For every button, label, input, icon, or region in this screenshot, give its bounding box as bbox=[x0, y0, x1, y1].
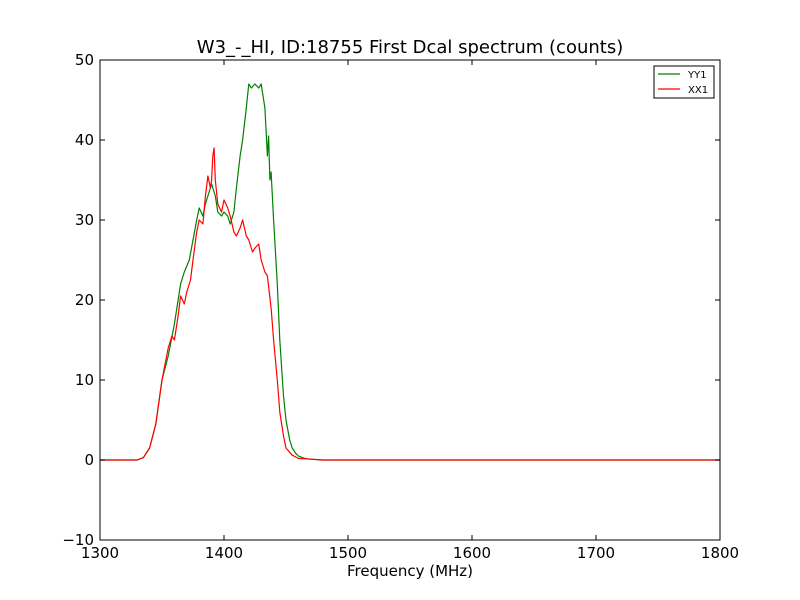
x-tick-label: 1600 bbox=[453, 544, 491, 562]
x-tick-label: 1500 bbox=[329, 544, 367, 562]
series-layer bbox=[100, 83, 720, 461]
y-tick-label: −10 bbox=[62, 531, 94, 549]
tick-layer: 1300 1400 1500 1600 1700 1800 −10 0 10 20 30 40 50 bbox=[62, 51, 739, 562]
legend-label-xx1: XX1 bbox=[688, 85, 708, 96]
x-tick-label: 1700 bbox=[577, 544, 615, 562]
y-tick-label: 10 bbox=[75, 371, 94, 389]
x-tick-label: 1400 bbox=[205, 544, 243, 562]
y-tick-label: 50 bbox=[75, 51, 94, 69]
series-line-yy1 bbox=[100, 83, 720, 461]
series-line-xx1 bbox=[100, 147, 720, 461]
x-axis-label: Frequency (MHz) bbox=[347, 562, 473, 580]
y-tick-label: 0 bbox=[84, 451, 94, 469]
legend-box bbox=[653, 65, 715, 99]
y-tick-label: 20 bbox=[75, 291, 94, 309]
x-tick-label: 1300 bbox=[81, 544, 119, 562]
y-tick-label: 30 bbox=[75, 211, 94, 229]
legend-label-yy1: YY1 bbox=[687, 70, 707, 81]
chart-title: W3_-_HI, ID:18755 First Dcal spectrum (c… bbox=[197, 37, 623, 58]
y-tick-label: 40 bbox=[75, 131, 94, 149]
x-tick-label: 1800 bbox=[701, 544, 739, 562]
